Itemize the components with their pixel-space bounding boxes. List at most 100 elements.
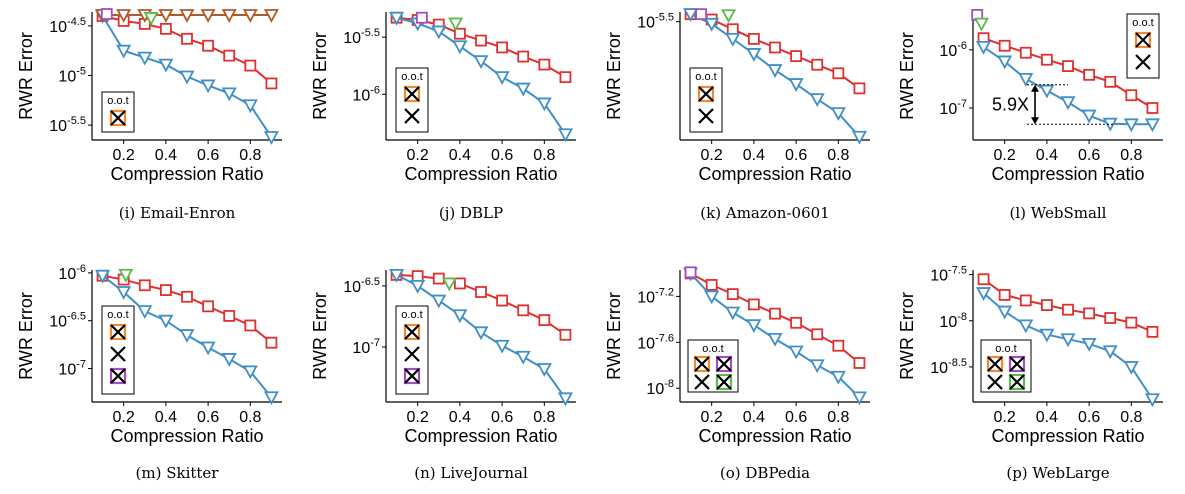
x-tick-label: 0.2 (113, 147, 135, 164)
oot-x-stroke (698, 86, 714, 102)
oot-cross-purple (715, 355, 733, 373)
oot-x-stroke (698, 108, 714, 124)
data-point-square (181, 290, 193, 303)
oot-x-stroke (1135, 54, 1151, 70)
annotation-label: 5.9X (992, 95, 1029, 115)
y-tick-label: 10-7 (939, 98, 967, 118)
series-purple-square (684, 266, 697, 279)
data-point-square (747, 298, 760, 311)
data-point-square (853, 357, 866, 369)
data-point-triangle (1039, 84, 1055, 99)
data-point-square (832, 339, 845, 352)
data-point-triangle (158, 314, 174, 329)
chart-caption: (m) Skitter (136, 464, 220, 482)
x-tick-label: 0.6 (1078, 147, 1100, 164)
oot-cross-orange (1134, 31, 1152, 49)
data-point-triangle (1039, 328, 1055, 343)
data-point-square (538, 314, 551, 327)
data-point-triangle (1123, 118, 1139, 133)
data-point-square (453, 277, 466, 290)
oot-legend: o.o.t (395, 305, 429, 395)
chart-panel-8: 0.2 0.4 0.6 0.8 10-7.5 10-8 10-8.5 RWR Error Com… (897, 265, 1163, 482)
oot-box (980, 339, 1032, 393)
chart-panel-5: 0.2 0.4 0.6 0.8 10-6 10-6.5 10-7 RWR Error Compr… (16, 263, 282, 482)
x-axis-label: Compression Ratio (404, 426, 557, 446)
oot-legend: o.o.t (101, 91, 135, 133)
chart-caption: (o) DBPedia (720, 464, 810, 482)
data-point-square (811, 328, 824, 341)
y-axis-label: RWR Error (16, 292, 36, 380)
series-red-square (977, 273, 1159, 338)
x-axis-label: Compression Ratio (698, 426, 851, 446)
series-purple-square (695, 8, 708, 21)
oot-x-stroke (110, 324, 126, 340)
y-tick-label: 10-7.6 (637, 332, 674, 352)
data-point-square (998, 39, 1011, 52)
x-tick-label: 0.4 (743, 147, 765, 164)
y-tick-label: 10-6.5 (343, 276, 380, 296)
chart-caption: (i) Email-Enron (119, 204, 236, 222)
series-blue-triangle (976, 41, 1160, 133)
chart-panel-3: 0.2 0.4 0.6 0.8 10-5.5 RWR Error Compression R… (604, 8, 870, 222)
oot-label: o.o.t (107, 95, 128, 107)
oot-x-stroke (404, 86, 420, 102)
chart-caption: (n) LiveJournal (414, 464, 528, 482)
data-point-triangle (1081, 109, 1097, 124)
data-point-triangle (221, 9, 237, 23)
oot-cross-black (404, 346, 420, 362)
x-tick-label: 0.4 (449, 147, 471, 164)
oot-square (693, 355, 711, 373)
series-green-triangle (721, 9, 737, 24)
data-point-square (726, 23, 739, 36)
data-point-triangle (263, 131, 279, 145)
y-tick-label: 10-6.5 (49, 311, 86, 331)
oot-label: o.o.t (1132, 17, 1153, 29)
oot-x-stroke (1009, 374, 1025, 390)
oot-x-stroke (110, 346, 126, 362)
oot-box (395, 305, 429, 395)
y-tick-label: 10-7.2 (637, 286, 674, 306)
data-point-square (223, 49, 236, 62)
data-point-triangle (137, 51, 153, 66)
data-point-square (475, 34, 487, 47)
y-tick-label: 10-8 (939, 311, 967, 331)
data-point-square (1040, 53, 1053, 66)
x-tick-label: 0.8 (1120, 409, 1142, 426)
data-point-square (769, 41, 781, 54)
y-tick-label: 10-5 (58, 66, 86, 86)
data-point-square (684, 266, 697, 279)
data-point-triangle (263, 391, 279, 406)
data-point-triangle (557, 128, 573, 143)
data-point-triangle (118, 268, 134, 283)
data-point-triangle (452, 40, 468, 55)
x-tick-label: 0.8 (1120, 147, 1142, 164)
data-point-square (496, 294, 509, 307)
data-point-square (159, 284, 172, 296)
data-point-square (790, 316, 803, 329)
data-point-triangle (704, 290, 720, 305)
series-green-triangle (441, 277, 457, 292)
data-point-square (138, 279, 151, 292)
data-point-triangle (976, 287, 992, 301)
x-tick-label: 0.6 (197, 409, 219, 426)
data-point-square (517, 304, 530, 317)
data-point-triangle (1018, 319, 1034, 334)
oot-cross-orange (697, 85, 715, 103)
oot-square (1008, 373, 1026, 391)
data-point-square (202, 300, 215, 313)
data-point-triangle (976, 41, 992, 55)
oot-legend: o.o.t (1126, 13, 1160, 79)
data-point-square (769, 307, 781, 320)
series-purple-square (415, 11, 428, 24)
data-point-triangle (95, 269, 111, 284)
oot-cross-black (110, 346, 126, 362)
data-point-triangle (721, 9, 737, 24)
x-axis-label: Compression Ratio (698, 164, 851, 184)
y-tick-label: 10-7 (58, 359, 86, 379)
x-axis-label: Compression Ratio (110, 164, 263, 184)
data-point-square (244, 319, 257, 332)
series-blue-triangle (389, 268, 573, 407)
y-tick-label: 10-8 (646, 378, 674, 398)
x-tick-label: 0.6 (785, 147, 807, 164)
oot-x-stroke (1135, 32, 1151, 48)
